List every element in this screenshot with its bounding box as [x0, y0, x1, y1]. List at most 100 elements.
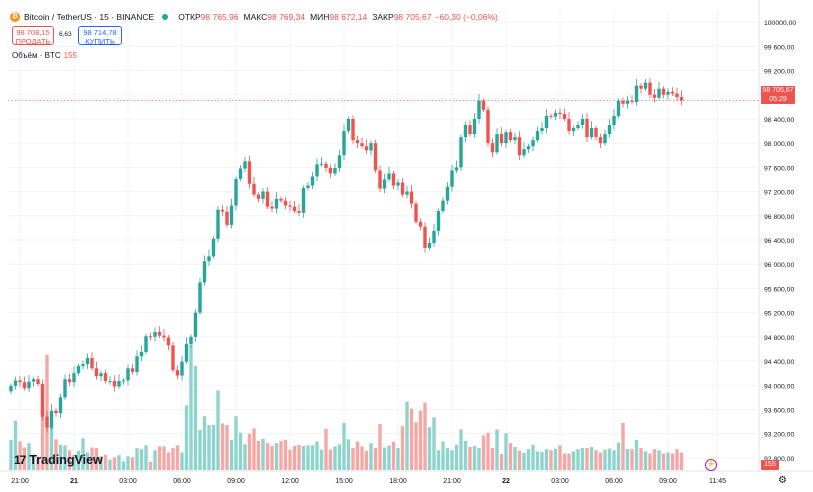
candle-body: [189, 336, 193, 345]
candle-body: [49, 410, 54, 428]
tradingview-logo[interactable]: 17 TradingView: [14, 453, 103, 467]
volume-bar: [229, 439, 234, 470]
symbol-title[interactable]: Bitcoin / TetherUS · 15 · BINANCE: [24, 12, 155, 22]
volume-bar: [144, 445, 148, 470]
candle-body: [144, 336, 148, 352]
candle-body: [382, 179, 387, 189]
volume-bar: [130, 457, 135, 470]
gear-icon[interactable]: ⚙: [778, 475, 787, 486]
volume-bar: [328, 449, 333, 470]
lightning-icon[interactable]: ⚡: [705, 459, 717, 471]
volume-bar: [549, 450, 553, 470]
time-axis: 21:00 21 03:00 06:00 09:00 12:00 15:00 18:00 21:…: [11, 478, 726, 485]
candle-body: [652, 94, 657, 98]
candle-body: [229, 205, 234, 225]
candle-body: [639, 85, 643, 89]
tradingview-text: TradingView: [29, 453, 103, 467]
volume-bar: [234, 416, 238, 470]
candle-body: [274, 198, 279, 209]
candle-body: [634, 85, 639, 102]
volume-bar: [279, 440, 283, 470]
volume-bar: [297, 444, 301, 470]
x-tick-label: 09:00: [659, 478, 677, 485]
volume-bar: [607, 448, 612, 470]
volume-bar: [193, 365, 198, 470]
candle-body: [589, 128, 594, 138]
volume-bar: [603, 449, 607, 470]
x-tick-label: 06:00: [605, 478, 623, 485]
candle-body: [76, 365, 81, 374]
candle-body: [531, 140, 535, 147]
volume-bar: [652, 449, 657, 470]
candle-body: [58, 397, 63, 414]
volume-bar: [81, 438, 85, 470]
volume-bar: [198, 429, 202, 470]
candle-body: [378, 170, 382, 189]
volume-bar: [657, 450, 661, 470]
volume-bar: [661, 453, 666, 470]
candle-body: [423, 226, 427, 248]
volume-bar: [247, 433, 252, 470]
volume-bar: [373, 448, 378, 470]
candle-body: [373, 143, 378, 171]
volume-bar: [157, 446, 162, 470]
volume-bar: [324, 428, 328, 470]
volume-bar: [126, 456, 130, 470]
candle-body: [432, 230, 436, 244]
candle-body: [364, 146, 369, 151]
buy-price: 98 714,78: [83, 28, 117, 37]
y-tick-label: 96 400,00: [764, 238, 794, 245]
candle-body: [603, 134, 607, 144]
candle-body: [351, 118, 355, 141]
candle-body: [625, 100, 630, 104]
candle-body: [391, 173, 396, 186]
volume-bar: [67, 450, 72, 470]
candle-body: [184, 344, 189, 362]
candle-body: [130, 368, 135, 372]
volume-bars: [9, 345, 684, 470]
candle-body: [598, 137, 603, 144]
x-tick-label: 12:00: [281, 478, 299, 485]
volume-bar: [670, 453, 675, 470]
buy-button[interactable]: 98 714,78 КУПИТЬ: [78, 26, 122, 46]
volume-bar: [306, 445, 310, 470]
last-price-value: 98 705,67: [762, 87, 794, 94]
volume-bar: [31, 454, 36, 470]
candle-body: [657, 88, 661, 98]
candle-body: [522, 149, 526, 156]
volume-bar: [643, 451, 648, 470]
candle-body: [31, 379, 36, 382]
close-value: 98 705,67: [393, 12, 432, 22]
volume-bar: [558, 445, 562, 470]
volume-legend[interactable]: Объём · BTC 155: [12, 51, 77, 60]
candle-body: [193, 312, 198, 337]
countdown-value: 05:29: [769, 96, 787, 103]
sell-button[interactable]: 98 708,15 ПРОДАТЬ: [12, 26, 54, 46]
volume-bar: [139, 449, 144, 470]
volume-bar: [265, 443, 270, 470]
volume-bar: [261, 438, 265, 470]
volume-bar: [184, 405, 189, 470]
volume-bar: [621, 422, 625, 470]
y-tick-label: 93 200,00: [764, 432, 794, 439]
candle-body: [513, 137, 517, 141]
candle-body: [661, 88, 666, 95]
x-tick-label: 03:00: [551, 478, 569, 485]
candle-body: [112, 381, 117, 387]
volume-bar: [121, 461, 126, 470]
candle-body: [580, 118, 585, 125]
high-label: МАКС: [243, 12, 268, 22]
volume-bar: [486, 432, 490, 470]
volume-bar: [666, 452, 670, 470]
volume-bar: [346, 439, 351, 470]
candle-body: [616, 100, 621, 116]
volume-bar: [180, 452, 184, 470]
candle-body: [117, 381, 121, 387]
candle-body: [135, 356, 139, 372]
volume-bar: [175, 445, 180, 470]
volume-bar: [477, 448, 481, 470]
y-tick-label: 94 000,00: [764, 383, 794, 390]
candle-body: [72, 373, 76, 383]
candle-body: [333, 167, 337, 174]
